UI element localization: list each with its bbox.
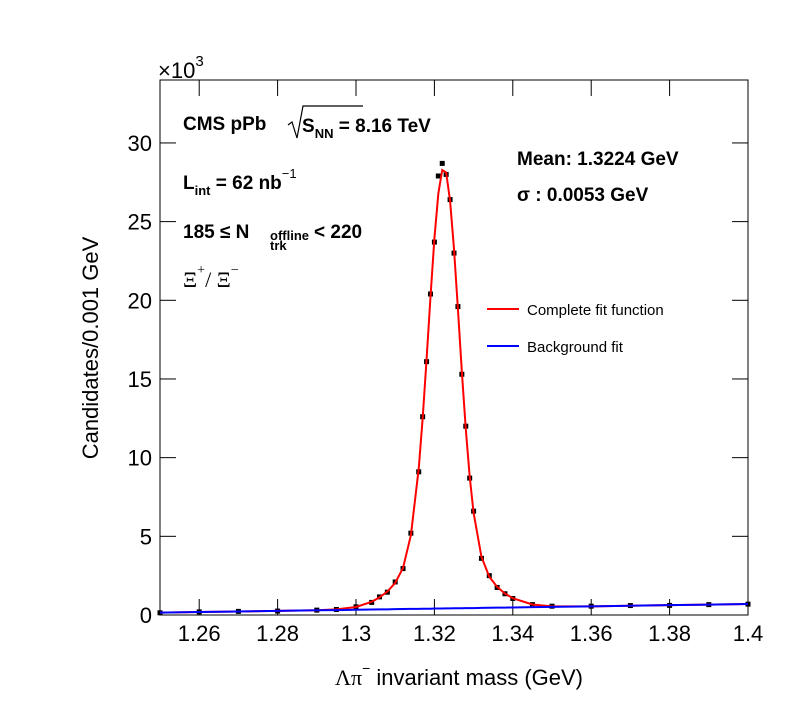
- fit-line: [159, 602, 749, 614]
- particle-label: Ξ+/ Ξ−: [183, 263, 239, 292]
- fit-line: [159, 168, 749, 614]
- data-point: [157, 610, 163, 616]
- lumi-label: Lint = 62 nb−1: [183, 166, 297, 198]
- multiplier-exp: 3: [195, 53, 203, 70]
- lumi-sup: −1: [282, 166, 297, 181]
- mult-label: 185 ≤ N: [183, 222, 249, 243]
- mult-text: 185 ≤ N: [183, 222, 249, 243]
- cms-text: CMS pPb: [183, 114, 266, 135]
- particle-sep: / Ξ: [205, 267, 231, 292]
- x-tick-label: 1.28: [256, 621, 299, 646]
- energy-text: = 8.16 TeV: [333, 116, 431, 137]
- mult-sup: offline: [270, 228, 309, 243]
- sqrt-sign: [287, 105, 363, 139]
- data-point: [439, 160, 445, 166]
- cms-energy: SNN = 8.16 TeV: [302, 116, 431, 141]
- x-axis-label: Λπ− invariant mass (GeV): [335, 660, 583, 690]
- mult-rest: < 220: [314, 222, 362, 243]
- sigma-label: σ : 0.0053 GeV: [517, 185, 649, 206]
- x-tick-label: 1.32: [413, 621, 456, 646]
- x-tick-label: 1.38: [648, 621, 691, 646]
- x-label-sup: −: [362, 660, 370, 676]
- x-tick-label: 1.4: [733, 621, 764, 646]
- y-tick-label: 10: [128, 446, 152, 471]
- y-tick-label: 25: [128, 210, 152, 235]
- y-tick-label: 5: [140, 524, 152, 549]
- y-tick-label: 15: [128, 367, 152, 392]
- multiplier-base: ×10: [158, 58, 195, 83]
- x-label-text: invariant mass (GeV): [370, 665, 583, 690]
- x-tick-label: 1.3: [341, 621, 372, 646]
- x-tick-label: 1.36: [570, 621, 613, 646]
- plot-frame: [159, 79, 749, 616]
- particle-a-sup: +: [197, 263, 205, 278]
- x-label-symbol: Λπ: [335, 665, 362, 690]
- x-tick-label: 1.26: [178, 621, 221, 646]
- cms-label: CMS pPb: [183, 114, 266, 135]
- data-point: [435, 173, 441, 179]
- particle-b-sup: −: [231, 263, 239, 278]
- x-tick-label: 1.34: [491, 621, 534, 646]
- sqrt-sub: NN: [315, 126, 334, 141]
- y-multiplier: ×103: [158, 53, 204, 83]
- sqrt-var: S: [302, 116, 315, 137]
- lumi-rest: = 62 nb: [211, 173, 282, 194]
- y-tick-label: 0: [140, 603, 152, 628]
- y-tick-label: 30: [128, 131, 152, 156]
- lumi-sub: int: [195, 183, 212, 198]
- legend-label: Background fit: [527, 339, 624, 356]
- y-axis-label: Candidates/0.001 GeV: [78, 236, 103, 459]
- mean-label: Mean: 1.3224 GeV: [517, 149, 679, 170]
- legend-label: Complete fit function: [527, 302, 664, 319]
- lumi-text: L: [183, 173, 195, 194]
- y-tick-label: 20: [128, 288, 152, 313]
- particle-a: Ξ: [183, 267, 197, 292]
- mult-sub: trk: [270, 238, 287, 253]
